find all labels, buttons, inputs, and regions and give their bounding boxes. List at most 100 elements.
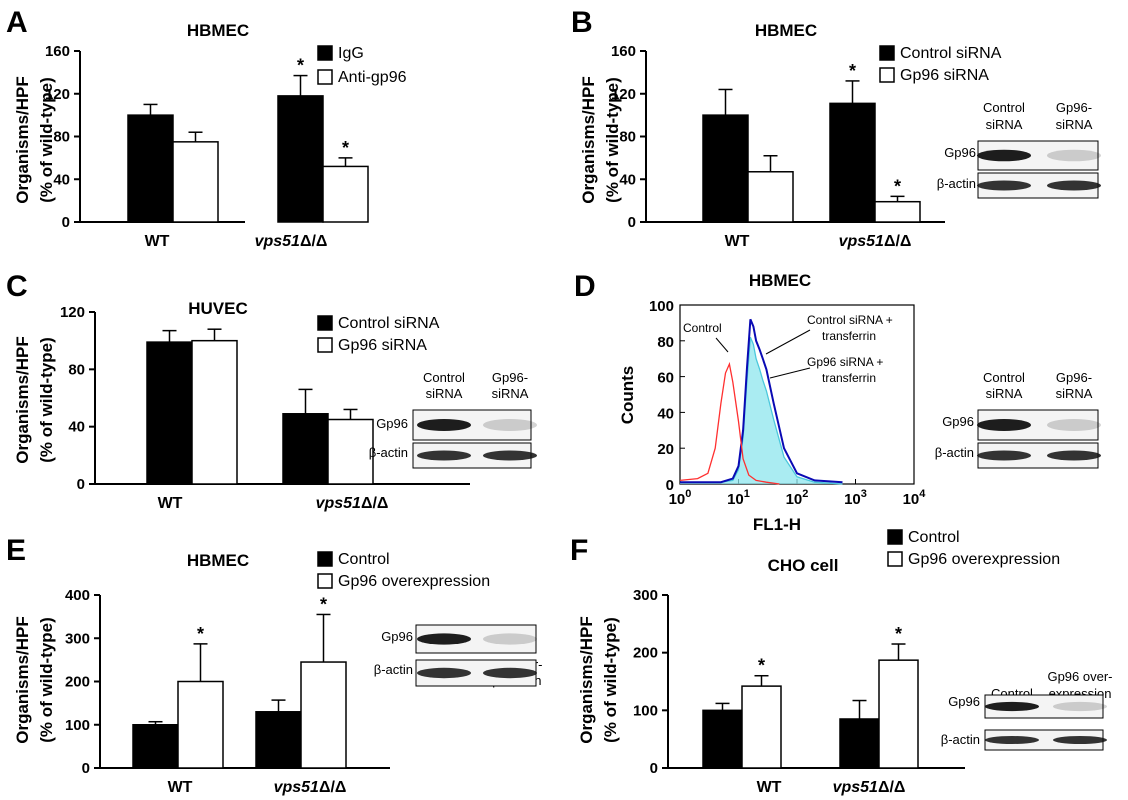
x-tick-label: 104 xyxy=(903,488,927,508)
significance-marker: * xyxy=(320,594,327,614)
blot-lane-label: Gp96 over- xyxy=(1047,669,1112,684)
category-label: WT xyxy=(725,233,750,250)
y-tick-label: 20 xyxy=(657,441,674,458)
annotation: Gp96 siRNA + xyxy=(807,355,883,369)
panel-title: HBMEC xyxy=(187,551,249,570)
blot-band xyxy=(977,450,1031,461)
y-tick-label: 0 xyxy=(82,760,90,777)
blot-band xyxy=(1047,450,1101,461)
category-label: vps51Δ/Δ xyxy=(833,779,906,796)
bar xyxy=(277,95,324,223)
panel-f: F CHO cell 0 100 200 300 Organisms/HPF (% of wi… xyxy=(570,529,1113,796)
y-tick-label: 40 xyxy=(53,171,70,188)
y-tick-label: 120 xyxy=(45,86,70,103)
legend-label: Control xyxy=(908,529,960,546)
legend-swatch xyxy=(317,551,333,567)
blot-row-label: Gp96 xyxy=(942,414,974,429)
significance-marker: * xyxy=(342,138,349,158)
blot-lane-label: Control xyxy=(983,370,1025,385)
panel-b: B HBMEC 0 40 80 120 160 Organisms/HPF (% of wild… xyxy=(571,6,1101,250)
bar xyxy=(282,413,329,485)
panel-letter: C xyxy=(6,270,28,303)
y-tick-label: 40 xyxy=(68,419,85,436)
blot-band xyxy=(417,667,471,679)
legend-swatch xyxy=(317,573,333,589)
panel-title: HBMEC xyxy=(755,21,817,40)
y-tick-label: 160 xyxy=(45,43,70,60)
blot-lane-label: Gp96- xyxy=(1056,370,1092,385)
blot-band xyxy=(985,701,1039,712)
blot-row-label: Gp96 xyxy=(948,694,980,709)
legend-swatch xyxy=(879,67,895,83)
blot-band xyxy=(1053,736,1107,744)
y-axis-label: (% of wild-type) xyxy=(601,617,620,743)
bar xyxy=(146,341,193,485)
blot-band xyxy=(483,667,537,679)
panel-letter: D xyxy=(574,270,596,303)
blot-band xyxy=(483,419,537,431)
y-axis-label: (% of wild-type) xyxy=(37,77,56,203)
legend-label: Gp96 overexpression xyxy=(338,573,490,590)
category-label: vps51Δ/Δ xyxy=(255,233,328,250)
y-tick-label: 40 xyxy=(619,171,636,188)
blot-lane-label: Gp96- xyxy=(492,370,528,385)
legend-label: Anti-gp96 xyxy=(338,69,407,86)
blot-row-label: β-actin xyxy=(937,176,976,191)
y-tick-label: 80 xyxy=(68,361,85,378)
y-tick-label: 100 xyxy=(633,702,658,719)
blot-band xyxy=(483,450,537,461)
significance-marker: * xyxy=(197,624,204,644)
blot-band xyxy=(417,419,471,431)
y-axis-label: (% of wild-type) xyxy=(603,77,622,203)
bar xyxy=(172,141,219,223)
bar xyxy=(741,685,782,769)
y-axis-label: (% of wild-type) xyxy=(37,337,56,463)
y-tick-label: 0 xyxy=(628,214,636,231)
blot-lane-label: Control xyxy=(983,100,1025,115)
significance-marker: * xyxy=(849,61,856,81)
legend-label: Control xyxy=(338,551,390,568)
blot-band xyxy=(417,633,471,645)
histogram-line xyxy=(680,336,843,485)
category-label: vps51Δ/Δ xyxy=(316,495,389,512)
blot-lane-label: siRNA xyxy=(1056,117,1093,132)
legend-label: Control siRNA xyxy=(900,45,1002,62)
blot-lane-label: siRNA xyxy=(1056,386,1093,401)
panel-c: C HUVEC 0 40 80 120 Organisms/HPF (% of wild-ty… xyxy=(6,270,537,512)
bar xyxy=(829,102,876,223)
blot-band xyxy=(417,450,471,461)
histogram-line xyxy=(679,361,780,485)
blot-row-label: β-actin xyxy=(941,732,980,747)
bar xyxy=(132,724,179,769)
blot-band xyxy=(1047,149,1101,162)
significance-marker: * xyxy=(894,176,901,196)
blot-row-label: Gp96 xyxy=(944,145,976,160)
bar xyxy=(177,680,224,769)
blot-lane-label: siRNA xyxy=(492,386,529,401)
x-axis-label: FL1-H xyxy=(753,515,801,534)
blot-row-label: Gp96 xyxy=(376,416,408,431)
blot-row-label: β-actin xyxy=(369,445,408,460)
legend-label: Gp96 overexpression xyxy=(908,551,1060,568)
blot-row-label: β-actin xyxy=(374,662,413,677)
legend-swatch xyxy=(887,551,903,567)
y-axis-label: (% of wild-type) xyxy=(37,617,56,743)
bar xyxy=(300,661,347,769)
y-tick-label: 80 xyxy=(619,129,636,146)
y-tick-label: 300 xyxy=(633,587,658,604)
y-tick-label: 400 xyxy=(65,587,90,604)
panel-letter: E xyxy=(6,534,26,567)
category-label: vps51Δ/Δ xyxy=(274,779,347,796)
significance-marker: * xyxy=(297,56,304,76)
blot-band xyxy=(977,180,1031,191)
y-tick-label: 200 xyxy=(65,674,90,691)
bar xyxy=(322,165,369,223)
y-tick-label: 0 xyxy=(77,476,85,493)
legend-label: Gp96 siRNA xyxy=(338,337,427,354)
blot-lane-label: siRNA xyxy=(986,117,1023,132)
blot-band xyxy=(977,149,1031,162)
blot-row-label: Gp96 xyxy=(381,629,413,644)
histogram-line xyxy=(680,318,843,484)
y-tick-label: 80 xyxy=(53,129,70,146)
